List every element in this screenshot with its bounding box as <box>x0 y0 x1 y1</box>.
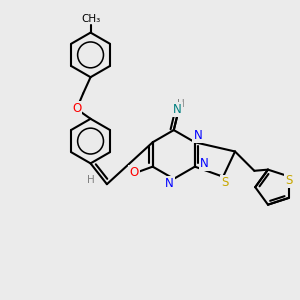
Text: S: S <box>285 174 292 187</box>
Text: N: N <box>194 129 202 142</box>
Text: CH₃: CH₃ <box>81 14 100 24</box>
Text: O: O <box>129 166 138 179</box>
Text: S: S <box>221 176 228 189</box>
Text: N: N <box>165 177 174 190</box>
Text: H: H <box>87 175 94 185</box>
Text: N: N <box>173 103 182 116</box>
Text: N: N <box>200 157 209 169</box>
Text: O: O <box>72 103 81 116</box>
Text: H: H <box>177 99 184 109</box>
